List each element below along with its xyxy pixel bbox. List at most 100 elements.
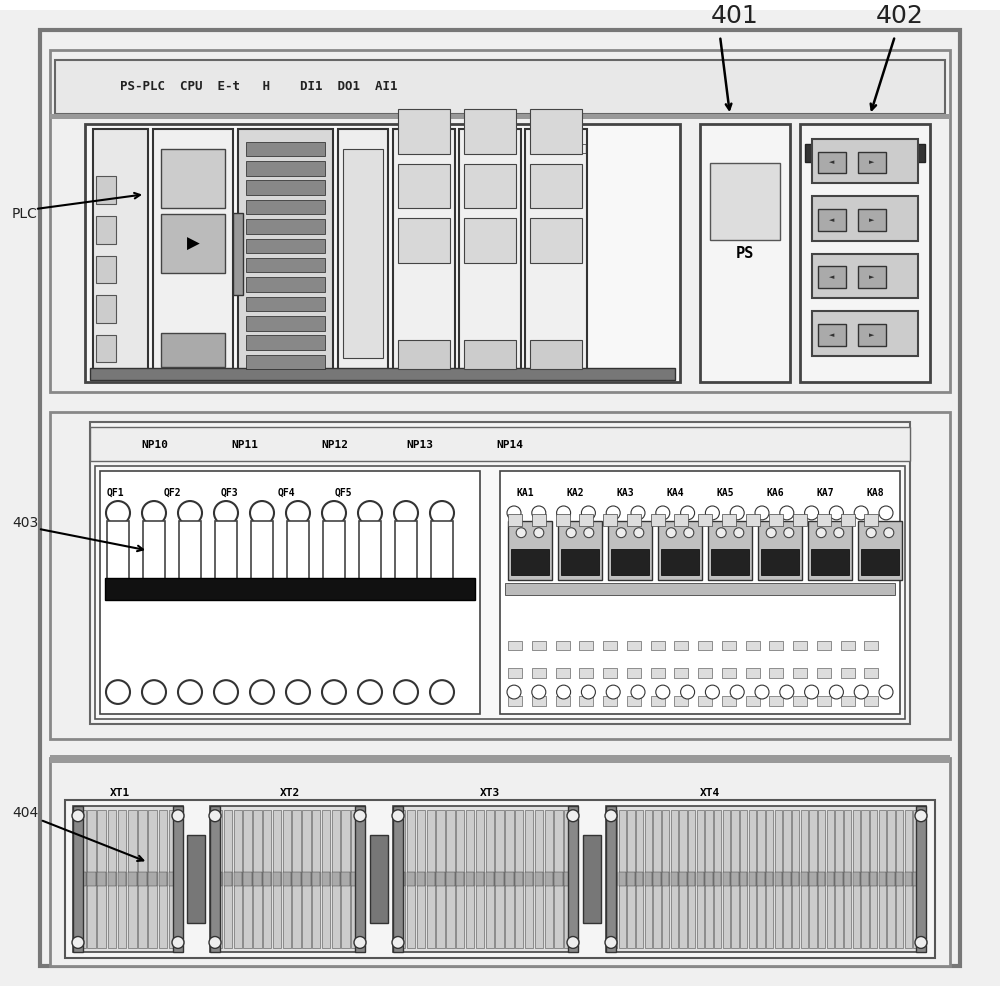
Bar — [332, 872, 340, 886]
Bar — [505, 583, 895, 596]
Circle shape — [684, 528, 694, 537]
Bar — [234, 872, 242, 886]
Text: ►: ► — [869, 274, 875, 280]
Bar — [292, 810, 301, 949]
Bar — [723, 810, 730, 949]
Bar — [688, 810, 695, 949]
Circle shape — [755, 506, 769, 520]
Bar — [812, 139, 918, 183]
Text: ◄: ◄ — [829, 274, 835, 280]
Bar — [650, 669, 664, 678]
Bar — [532, 696, 546, 706]
Bar — [486, 810, 494, 949]
Bar — [238, 129, 333, 378]
Bar — [564, 872, 573, 886]
Bar — [87, 872, 96, 886]
Text: ►: ► — [869, 160, 875, 166]
Bar — [818, 872, 825, 886]
Text: PS: PS — [736, 246, 754, 260]
Bar — [818, 266, 846, 288]
Circle shape — [532, 685, 546, 699]
Circle shape — [430, 501, 454, 525]
Text: PS-PLC  CPU  E-t   H    DI1  DO1  AI1: PS-PLC CPU E-t H DI1 DO1 AI1 — [120, 80, 398, 93]
Text: XT2: XT2 — [280, 788, 300, 798]
Bar — [96, 335, 116, 363]
Bar — [464, 340, 516, 370]
Bar — [827, 810, 834, 949]
Bar — [840, 669, 854, 678]
Bar — [96, 216, 116, 244]
Text: ▶: ▶ — [187, 235, 199, 252]
Bar — [426, 810, 435, 949]
Bar — [456, 872, 464, 886]
Bar — [723, 872, 730, 886]
Bar — [459, 129, 521, 378]
Bar — [769, 514, 783, 526]
Bar — [214, 810, 222, 949]
Bar — [653, 872, 661, 886]
Bar — [77, 872, 86, 886]
Circle shape — [209, 810, 221, 821]
Bar — [417, 872, 425, 886]
Circle shape — [178, 501, 202, 525]
Bar — [861, 872, 869, 886]
Bar — [90, 422, 910, 724]
Bar — [508, 521, 552, 580]
Bar — [698, 514, 712, 526]
Bar — [108, 810, 116, 949]
Bar — [558, 521, 602, 580]
Bar — [234, 810, 242, 949]
Circle shape — [516, 528, 526, 537]
Bar — [858, 152, 886, 174]
Bar — [464, 164, 516, 208]
Text: QF4: QF4 — [277, 488, 295, 498]
Bar — [97, 810, 106, 949]
Bar — [858, 521, 902, 580]
Bar — [85, 124, 680, 383]
Bar — [398, 218, 450, 262]
Circle shape — [394, 680, 418, 704]
Bar — [246, 297, 325, 312]
Text: XT4: XT4 — [700, 788, 720, 798]
Bar — [769, 641, 783, 651]
Circle shape — [656, 506, 670, 520]
Text: 401: 401 — [711, 4, 759, 28]
Text: ►: ► — [869, 331, 875, 338]
Circle shape — [666, 528, 676, 537]
Circle shape — [606, 506, 620, 520]
Bar — [312, 810, 320, 949]
Bar — [87, 810, 96, 949]
Bar — [905, 810, 912, 949]
Circle shape — [209, 937, 221, 949]
Bar — [801, 872, 808, 886]
Circle shape — [605, 810, 617, 821]
Bar — [579, 641, 593, 651]
Bar — [77, 810, 86, 949]
Bar — [532, 669, 546, 678]
Bar — [530, 218, 582, 262]
Bar — [161, 214, 225, 273]
Bar — [525, 129, 587, 378]
Bar — [792, 810, 799, 949]
Circle shape — [631, 506, 645, 520]
Bar — [96, 176, 116, 204]
Text: QF3: QF3 — [220, 488, 238, 498]
Circle shape — [567, 810, 579, 821]
Bar — [246, 161, 325, 176]
Text: PLC: PLC — [12, 207, 38, 221]
Bar — [246, 335, 325, 350]
Circle shape — [784, 528, 794, 537]
Bar — [431, 521, 453, 580]
Text: NP10: NP10 — [142, 440, 168, 450]
Bar — [783, 872, 791, 886]
Bar — [619, 810, 626, 949]
Bar — [746, 669, 760, 678]
Bar — [556, 641, 570, 651]
Text: NP11: NP11 — [232, 440, 258, 450]
Circle shape — [829, 506, 843, 520]
Bar — [486, 872, 494, 886]
Bar — [246, 258, 325, 272]
Bar — [610, 810, 617, 949]
Bar — [579, 669, 593, 678]
Bar — [793, 514, 807, 526]
